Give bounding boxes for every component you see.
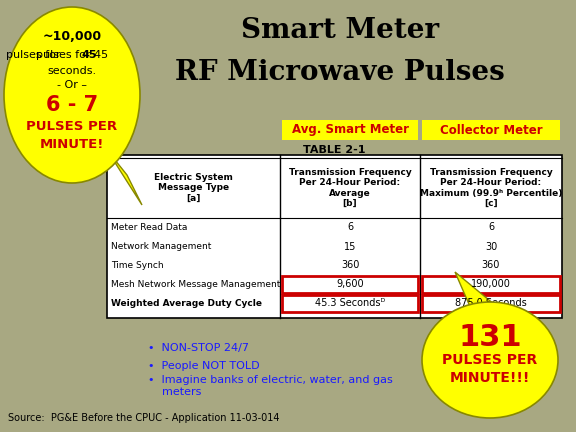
Ellipse shape [422,302,558,418]
Text: 45.3 Secondsᴰ: 45.3 Secondsᴰ [315,299,385,308]
Text: 131: 131 [458,324,522,353]
FancyBboxPatch shape [422,120,560,140]
Text: •  Imagine banks of electric, water, and gas
    meters: • Imagine banks of electric, water, and … [148,375,393,397]
Text: TABLE 2-1: TABLE 2-1 [303,145,366,155]
Text: Collector Meter: Collector Meter [439,124,543,137]
FancyBboxPatch shape [422,295,560,312]
Text: Transmission Frequency
Per 24-Hour Period:
Maximum (99.9ʰ Percentile)
[c]: Transmission Frequency Per 24-Hour Perio… [420,168,562,208]
Text: seconds.: seconds. [47,66,97,76]
FancyBboxPatch shape [282,276,418,293]
Ellipse shape [4,7,140,183]
Text: Source:  PG&E Before the CPUC - Application 11-03-014: Source: PG&E Before the CPUC - Applicati… [8,413,279,423]
FancyBboxPatch shape [422,276,560,293]
Text: pulses for: pulses for [6,50,64,60]
Text: Mesh Network Message Management: Mesh Network Message Management [111,280,281,289]
FancyBboxPatch shape [282,120,418,140]
Polygon shape [107,150,142,205]
Text: MINUTE!!!: MINUTE!!! [450,371,530,385]
FancyBboxPatch shape [107,155,562,318]
Text: 6: 6 [347,222,353,232]
Text: 30: 30 [485,241,497,251]
Text: Weighted Average Duty Cycle: Weighted Average Duty Cycle [111,299,262,308]
Text: Network Management: Network Management [111,242,211,251]
Text: Transmission Frequency
Per 24-Hour Period:
Average
[b]: Transmission Frequency Per 24-Hour Perio… [289,168,411,208]
Text: Meter Read Data: Meter Read Data [111,223,187,232]
Text: Time Synch: Time Synch [111,261,164,270]
Text: •  NON-STOP 24/7: • NON-STOP 24/7 [148,343,249,353]
Text: - Or –: - Or – [57,80,87,90]
Text: 15: 15 [344,241,356,251]
Text: 6: 6 [488,222,494,232]
Text: 360: 360 [341,260,359,270]
Text: RF Microwave Pulses: RF Microwave Pulses [175,58,505,86]
Text: Electric System
Message Type
[a]: Electric System Message Type [a] [154,173,233,203]
Text: 6 - 7: 6 - 7 [46,95,98,115]
Text: 875.0 Seconds: 875.0 Seconds [455,299,527,308]
Text: 9,600: 9,600 [336,280,364,289]
Text: ~10,000: ~10,000 [43,31,101,44]
Text: Avg. Smart Meter: Avg. Smart Meter [291,124,408,137]
Text: 45: 45 [82,50,97,60]
Text: 360: 360 [482,260,500,270]
Text: MINUTE!: MINUTE! [40,139,104,152]
Text: pulses for 45: pulses for 45 [36,50,108,60]
Polygon shape [455,272,495,318]
Text: 190,000: 190,000 [471,280,511,289]
FancyBboxPatch shape [282,295,418,312]
Text: •  People NOT TOLD: • People NOT TOLD [148,361,260,371]
Text: PULSES PER: PULSES PER [442,353,537,367]
Text: PULSES PER: PULSES PER [26,121,118,133]
Text: Smart Meter: Smart Meter [241,16,439,44]
